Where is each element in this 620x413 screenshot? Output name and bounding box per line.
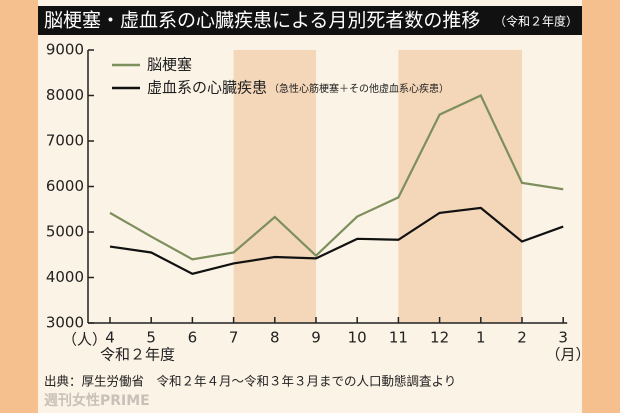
x-tick-label: 11 bbox=[389, 329, 408, 347]
y-unit: （人） bbox=[62, 331, 107, 349]
x-tick-label: 2 bbox=[517, 329, 527, 347]
series-line bbox=[109, 94, 564, 261]
title-bar bbox=[38, 6, 582, 35]
x-tick-label: 4 bbox=[105, 329, 115, 347]
chart-subtitle: （令和２年度） bbox=[494, 14, 578, 29]
x-tick-label: 3 bbox=[558, 329, 568, 347]
source: 出典：厚生労働省 令和２年４月～令和３年３月までの人口動態調査より bbox=[44, 374, 456, 389]
x-tick-label: 1 bbox=[476, 329, 486, 347]
chart-title: 脳梗塞・虚血系の心臓疾患による月別死者数の推移 bbox=[44, 10, 480, 32]
x-tick-label: 12 bbox=[430, 329, 449, 347]
shaded-band bbox=[398, 50, 522, 323]
y-tick-label: 7000 bbox=[46, 132, 84, 150]
y-tick-label: 6000 bbox=[46, 177, 84, 195]
y-tick-label: 3000 bbox=[46, 314, 84, 332]
x-tick-label: 10 bbox=[348, 329, 367, 347]
x-unit: （月） bbox=[545, 346, 590, 364]
series-line bbox=[109, 206, 564, 276]
x-tick-label: 5 bbox=[146, 329, 156, 347]
y-tick-label: 9000 bbox=[46, 41, 84, 59]
legend-label: 脳梗塞 bbox=[147, 56, 192, 74]
x-note: 令和２年度 bbox=[100, 346, 175, 364]
x-tick-label: 8 bbox=[270, 329, 280, 347]
watermark: 週刊女性PRIME bbox=[44, 392, 150, 409]
shaded-band bbox=[233, 50, 316, 323]
x-tick-label: 6 bbox=[188, 329, 198, 347]
y-tick-label: 5000 bbox=[46, 223, 84, 241]
x-tick-label: 7 bbox=[229, 329, 239, 347]
y-tick-label: 8000 bbox=[46, 86, 84, 104]
y-tick-label: 4000 bbox=[46, 268, 84, 286]
x-tick-label: 9 bbox=[311, 329, 321, 347]
legend-label: 虚血系の心臓疾患 bbox=[147, 79, 267, 97]
legend-note: （急性心筋梗塞＋その他虚血系心疾患） bbox=[269, 82, 449, 95]
